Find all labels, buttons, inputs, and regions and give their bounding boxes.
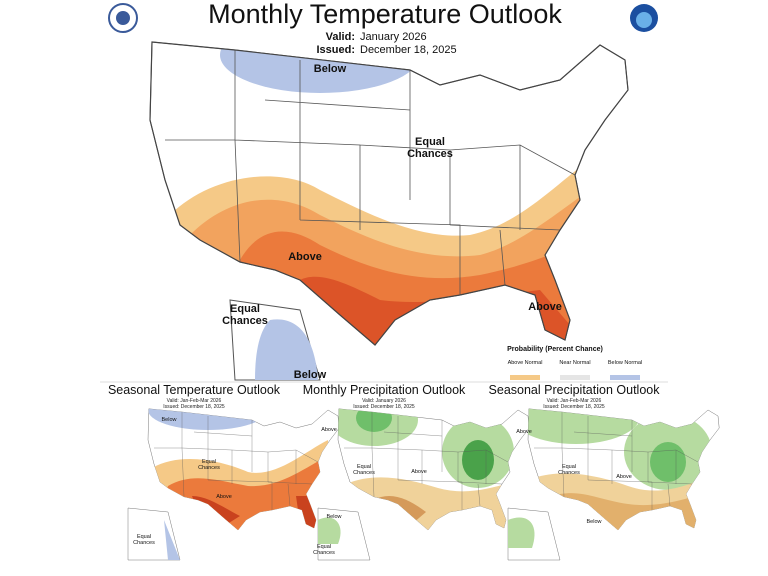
region-label: Above [321,427,337,433]
panel-valid: Valid: January 2026 [362,398,406,404]
region-label: Equal Chances [313,544,335,556]
region-label: Above [216,494,232,500]
issued-label: Issued: [316,44,355,56]
region-label: Equal Chances [407,136,453,160]
panel-valid: Valid: Jan-Feb-Mar 2026 [546,398,602,404]
main-title: Monthly Temperature Outlook [208,0,562,29]
legend-column: Near Normal [559,360,591,366]
legend-column: Below Normal [607,360,643,366]
region-label: Above [616,474,632,480]
panel-map [507,408,720,561]
region-label: Below [326,514,342,520]
valid-label: Valid: [325,31,355,43]
region-label: Equal Chances [353,464,375,476]
region-label: Above [288,251,322,263]
main-map [108,3,658,381]
region-label: Equal Chances [222,303,268,327]
issued-date: December 18, 2025 [360,44,457,56]
panel-valid: Valid: Jan-Feb-Mar 2026 [166,398,222,404]
region-label: Above [516,429,532,435]
region-label: Below [586,519,602,525]
region-label: Below [161,417,177,423]
region-label: Above [411,469,427,475]
panel-title: Monthly Precipitation Outlook [302,383,466,397]
valid-date: January 2026 [360,31,427,43]
region-label: Equal Chances [133,534,155,546]
region-label: Below [293,369,327,381]
region-label: Equal Chances [198,459,220,471]
panel-issued: Issued: December 18, 2025 [543,404,605,410]
region-label: Below [313,63,347,75]
panel-issued: Issued: December 18, 2025 [353,404,415,410]
region-label: Equal Chances [558,464,580,476]
panel-map [317,408,530,561]
legend-column: Above Normal [507,360,543,366]
panel-issued: Issued: December 18, 2025 [163,404,225,410]
panel-title: Seasonal Precipitation Outlook [488,383,660,397]
panel-map [127,408,340,561]
region-label: Above [528,301,562,313]
legend-title: Probability (Percent Chance) [507,346,603,353]
panel-title: Seasonal Temperature Outlook [107,383,281,397]
